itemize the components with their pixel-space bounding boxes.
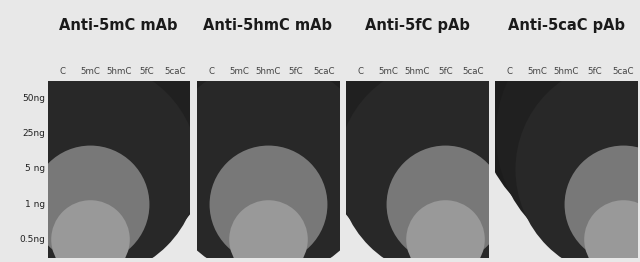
Text: Anti-5fC pAb: Anti-5fC pAb [365,18,469,33]
Text: 5fC: 5fC [587,67,602,76]
Text: 5caC: 5caC [164,67,186,76]
Point [440,237,451,241]
Text: C: C [59,67,65,76]
Point [618,237,628,241]
Text: C: C [357,67,364,76]
Text: 5caC: 5caC [612,67,634,76]
Point [85,237,95,241]
Point [85,97,95,101]
Text: 5mC: 5mC [230,67,250,76]
Text: 5hmC: 5hmC [255,67,280,76]
Point [263,132,273,136]
Text: 5mC: 5mC [528,67,548,76]
Text: Anti-5caC pAb: Anti-5caC pAb [508,18,625,33]
Point [85,132,95,136]
Point [440,202,451,206]
Text: 5caC: 5caC [314,67,335,76]
Text: 5hmC: 5hmC [106,67,131,76]
Point [263,97,273,101]
Text: Anti-5mC mAb: Anti-5mC mAb [60,18,178,33]
Point [263,237,273,241]
Point [618,97,628,101]
Text: 50ng: 50ng [22,94,45,103]
Text: 5mC: 5mC [379,67,399,76]
Point [85,202,95,206]
Text: C: C [506,67,513,76]
Point [263,202,273,206]
Point [440,132,451,136]
Point [618,202,628,206]
Text: C: C [208,67,214,76]
Point [440,167,451,171]
Text: 1 ng: 1 ng [25,200,45,209]
Text: 5fC: 5fC [289,67,303,76]
Text: 5fC: 5fC [140,67,154,76]
Point [263,167,273,171]
Text: 25ng: 25ng [22,129,45,138]
Text: 5 ng: 5 ng [25,165,45,173]
Text: 5mC: 5mC [81,67,100,76]
Point [440,97,451,101]
Text: 0.5ng: 0.5ng [19,235,45,244]
Text: 5hmC: 5hmC [554,67,579,76]
Text: Anti-5hmC mAb: Anti-5hmC mAb [204,18,332,33]
Point [85,167,95,171]
Point [618,167,628,171]
Text: 5caC: 5caC [463,67,484,76]
Text: 5fC: 5fC [438,67,452,76]
Point [618,132,628,136]
Text: 5hmC: 5hmC [404,67,429,76]
